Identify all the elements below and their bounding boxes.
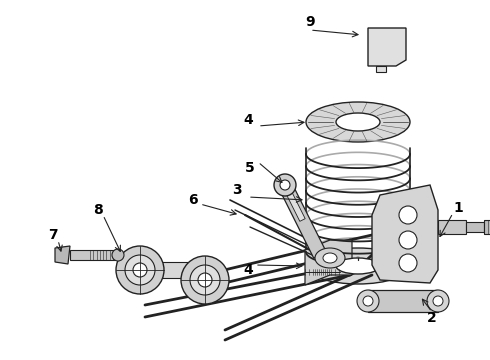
Text: 4: 4: [243, 113, 253, 127]
Polygon shape: [372, 185, 438, 283]
Text: 3: 3: [232, 183, 242, 197]
Ellipse shape: [198, 273, 212, 287]
Text: 8: 8: [93, 203, 103, 217]
Text: 9: 9: [305, 15, 315, 29]
Bar: [484, 220, 490, 234]
Ellipse shape: [112, 249, 124, 261]
Ellipse shape: [306, 248, 410, 284]
Bar: [466, 222, 484, 232]
Ellipse shape: [125, 255, 155, 285]
Ellipse shape: [336, 258, 380, 274]
Ellipse shape: [363, 296, 373, 306]
Ellipse shape: [306, 102, 410, 142]
Ellipse shape: [357, 290, 379, 312]
Ellipse shape: [399, 231, 417, 249]
Ellipse shape: [433, 296, 443, 306]
Polygon shape: [55, 246, 70, 264]
Bar: [140, 262, 205, 278]
Ellipse shape: [181, 256, 229, 304]
Polygon shape: [282, 184, 305, 221]
Text: 7: 7: [48, 228, 58, 242]
Text: 2: 2: [427, 311, 437, 325]
Ellipse shape: [399, 206, 417, 224]
Bar: [368, 290, 438, 312]
Polygon shape: [305, 240, 352, 285]
Polygon shape: [279, 182, 326, 258]
Ellipse shape: [190, 265, 220, 295]
Bar: [70, 250, 115, 260]
Ellipse shape: [280, 180, 290, 190]
Text: 4: 4: [243, 263, 253, 277]
Ellipse shape: [323, 253, 337, 263]
Ellipse shape: [315, 248, 345, 268]
Ellipse shape: [274, 174, 296, 196]
Polygon shape: [368, 28, 406, 66]
Text: 5: 5: [245, 161, 255, 175]
Ellipse shape: [116, 246, 164, 294]
Ellipse shape: [427, 290, 449, 312]
Polygon shape: [376, 66, 386, 72]
Ellipse shape: [399, 254, 417, 272]
Bar: [438, 220, 466, 234]
Ellipse shape: [133, 263, 147, 277]
Text: 6: 6: [188, 193, 198, 207]
Text: 1: 1: [453, 201, 463, 215]
Ellipse shape: [336, 113, 380, 131]
